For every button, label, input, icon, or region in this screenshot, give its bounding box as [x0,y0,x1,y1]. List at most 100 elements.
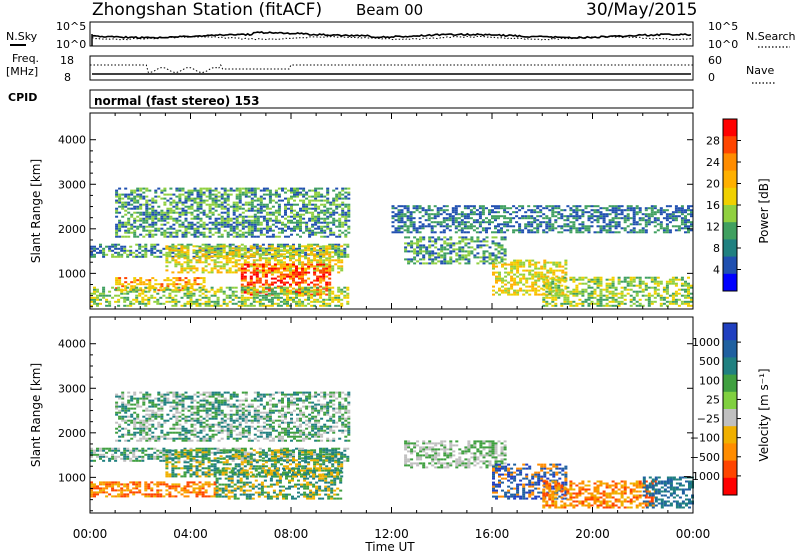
heatmap-cell [687,207,690,210]
heatmap-cell [226,221,230,224]
heatmap-cell [491,209,494,212]
heatmap-cell [485,231,488,234]
heatmap-cell [500,246,504,249]
heatmap-cell [416,242,420,245]
heatmap-cell [454,221,458,224]
heatmap-cell [602,221,606,224]
heatmap-cell [653,278,657,281]
heatmap-cell [243,259,247,262]
heatmap-cell [130,227,134,230]
heatmap-cell [144,453,148,456]
heatmap-cell [279,275,283,278]
heatmap-cell [687,219,690,222]
heatmap-cell [564,271,568,274]
heatmap-cell [196,231,200,234]
heatmap-cell [308,231,312,234]
heatmap-cell [611,294,615,297]
heatmap-cell [142,229,146,232]
heatmap-cell [258,245,262,248]
heatmap-cell [530,217,534,220]
heatmap-cell [534,291,538,294]
heatmap-cell [503,238,507,241]
heatmap-cell [216,288,220,291]
heatmap-cell [252,259,256,262]
heatmap-cell [121,197,125,200]
heatmap-cell [160,211,164,214]
heatmap-cell [305,193,309,196]
heatmap-cell [320,235,324,238]
heatmap-cell [331,292,335,295]
heatmap-cell [316,279,320,282]
heatmap-cell [632,217,636,220]
heatmap-cell [647,304,651,307]
heatmap-cell [255,275,259,278]
heatmap-cell [599,292,603,295]
heatmap-cell [428,236,432,239]
heatmap-cell [235,197,239,200]
heatmap-cell [680,227,684,230]
heatmap-cell [267,286,271,289]
heatmap-cell [488,213,491,216]
heatmap-cell [151,215,155,218]
heatmap-cell [259,227,263,230]
heatmap-cell [139,287,143,290]
heatmap-cell [403,215,407,218]
heatmap-cell [296,203,299,206]
heatmap-cell [668,217,672,220]
heatmap-cell [581,223,585,226]
heatmap-cell [662,229,666,232]
heatmap-cell [469,205,473,208]
heatmap-cell [617,205,621,208]
heatmap-cell [608,209,612,212]
heatmap-cell [299,199,302,202]
heatmap-cell [415,205,419,208]
heatmap-cell [226,207,230,210]
heatmap-cell [195,267,199,270]
heatmap-cell [593,302,597,305]
heatmap-cell [235,233,239,236]
heatmap-cell [207,249,211,252]
heatmap-cell [491,242,495,245]
heatmap-cell [427,205,431,208]
heatmap-cell [274,217,278,220]
heatmap-cell [596,219,600,222]
heatmap-cell [323,203,327,206]
heatmap-cell [569,227,573,230]
heatmap-cell [584,300,588,303]
heatmap-cell [311,233,315,236]
heatmap-cell [184,197,188,200]
heatmap-cell [653,225,657,228]
heatmap-cell [115,211,119,214]
heatmap-cell [279,259,283,262]
heatmap-cell [246,281,250,284]
heatmap-cell [593,209,597,212]
heatmap-cell [528,265,532,268]
heatmap-cell [680,217,684,220]
heatmap-cell [328,294,332,297]
heatmap-cell [430,225,434,228]
heatmap-cell [202,231,206,234]
heatmap-cell [587,231,591,234]
heatmap-cell [226,223,230,226]
heatmap-cell [133,279,137,282]
heatmap-cell [180,247,184,250]
heatmap-cell [129,459,133,462]
heatmap-cell [130,231,134,234]
heatmap-cell [123,451,127,454]
heatmap-cell [115,195,119,198]
heatmap-cell [301,271,304,274]
heatmap-cell [334,296,338,299]
heatmap-cell [605,302,609,305]
heatmap-cell [99,298,102,301]
heatmap-cell [501,289,504,292]
heatmap-cell [344,221,348,224]
heatmap-cell [564,293,568,296]
heatmap-cell [243,451,247,454]
heatmap-cell [346,302,350,305]
heatmap-cell [166,227,170,230]
heatmap-cell [319,261,323,264]
heatmap-cell [461,240,465,243]
heatmap-cell [244,191,248,194]
heatmap-cell [495,291,498,294]
heatmap-cell [222,265,226,268]
